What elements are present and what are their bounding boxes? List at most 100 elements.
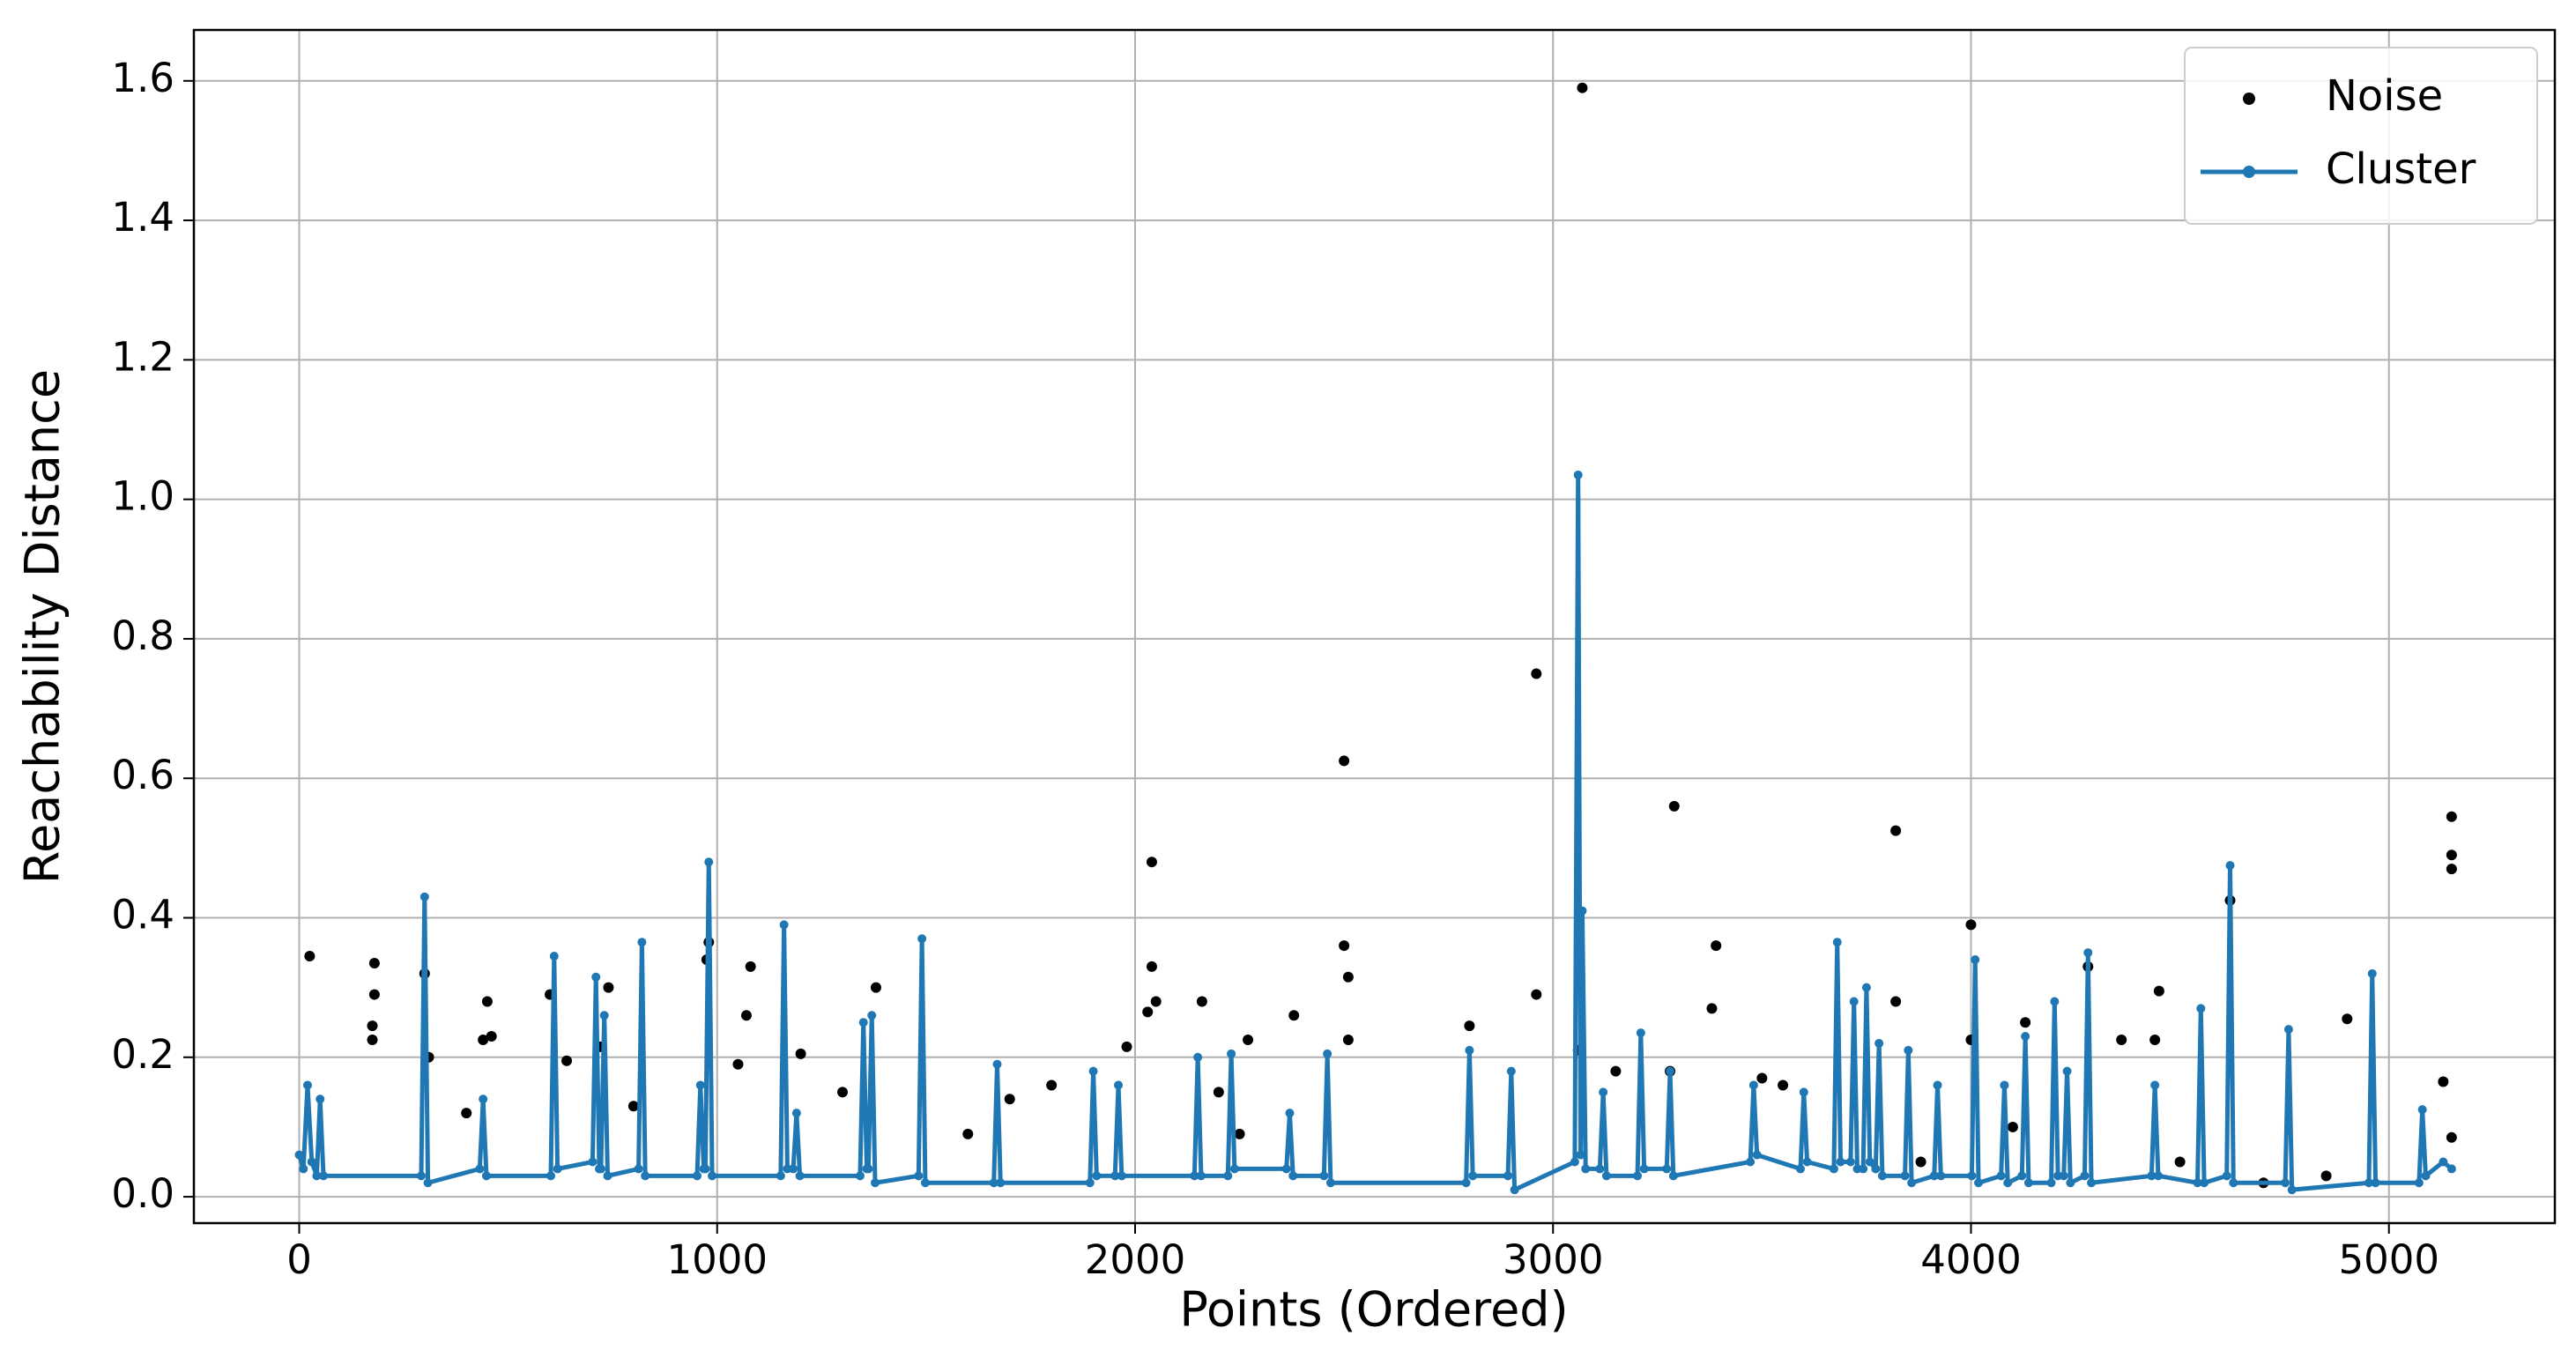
cluster-marker [1573, 470, 1583, 479]
cluster-marker [1190, 1171, 1199, 1181]
noise-point [1288, 1010, 1300, 1021]
noise-point [1531, 668, 1542, 679]
cluster-marker [2225, 861, 2235, 871]
cluster-marker [596, 1164, 605, 1174]
cluster-marker [2283, 1025, 2293, 1035]
cluster-marker [704, 857, 714, 867]
cluster-marker [2000, 1080, 2009, 1090]
noise-point [2007, 1121, 2018, 1132]
cluster-marker [307, 1157, 316, 1167]
cluster-marker [2066, 1178, 2075, 1188]
cluster-marker [599, 1011, 609, 1020]
noise-point [2320, 1170, 2332, 1182]
plot-frame [192, 28, 2557, 1225]
cluster-marker [1748, 1080, 1758, 1090]
cluster-marker [1510, 1185, 1519, 1195]
cluster-marker [2003, 1178, 2013, 1188]
noise-point [2153, 985, 2164, 997]
noise-point [2020, 1017, 2031, 1028]
cluster-marker [2287, 1185, 2297, 1195]
cluster-marker [2153, 1171, 2163, 1181]
cluster-marker [989, 1178, 998, 1188]
cluster-marker [2281, 1178, 2290, 1188]
cluster-marker [776, 1171, 785, 1181]
cluster-marker [2062, 1066, 2072, 1076]
noise-point [1531, 989, 1542, 1000]
noise-point [1150, 996, 1162, 1007]
cluster-marker [1570, 1157, 1579, 1167]
x-tick-label: 0 [286, 1236, 312, 1283]
y-tick-label: 1.0 [111, 473, 174, 520]
cluster-marker [549, 952, 559, 961]
cluster-marker [1323, 1049, 1333, 1058]
noise-point [2438, 1076, 2449, 1087]
noise-point [2446, 849, 2457, 861]
cluster-marker [2367, 968, 2377, 978]
x-axis-label: Points (Ordered) [1179, 1282, 1568, 1338]
cluster-marker [475, 1164, 485, 1174]
noise-point [870, 982, 881, 993]
cluster-marker [479, 1094, 488, 1104]
noise-point [1778, 1079, 1789, 1091]
cluster-marker [1092, 1171, 1102, 1181]
y-tick-label: 1.2 [111, 333, 174, 380]
cluster-marker [708, 1171, 717, 1181]
noise-point [367, 1020, 378, 1032]
cluster-marker [2080, 1171, 2090, 1181]
cluster-marker [1114, 1080, 1124, 1090]
cluster-marker [2147, 1171, 2157, 1181]
noise-point [732, 1058, 744, 1070]
cluster-marker [1861, 983, 1871, 992]
cluster-marker [1196, 1171, 1206, 1181]
cluster-marker [1859, 1164, 1868, 1174]
noise-point [1196, 996, 1207, 1007]
cluster-marker [419, 892, 429, 901]
cluster-marker [2059, 1171, 2068, 1181]
noise-point [368, 957, 380, 968]
noise-point [1756, 1072, 1768, 1084]
cluster-marker [1319, 1171, 1329, 1181]
legend-marker [2243, 166, 2255, 178]
cluster-marker [1461, 1178, 1471, 1188]
noise-point [745, 961, 756, 972]
x-tick-label: 4000 [1920, 1236, 2022, 1283]
cluster-marker [1849, 997, 1859, 1006]
cluster-marker [2083, 948, 2093, 958]
cluster-marker [1506, 1066, 1516, 1076]
cluster-marker [692, 1171, 702, 1181]
cluster-marker [2229, 1178, 2238, 1188]
cluster-marker [2193, 1178, 2202, 1188]
cluster-marker [1666, 1066, 1675, 1076]
cluster-marker [1668, 1171, 1678, 1181]
cluster-marker [1285, 1109, 1295, 1118]
cluster-marker [481, 1171, 491, 1181]
cluster-marker [2222, 1171, 2231, 1181]
cluster-marker [855, 1171, 865, 1181]
cluster-marker [2364, 1178, 2373, 1188]
cluster-marker [2421, 1171, 2431, 1181]
noise-point [1046, 1079, 1058, 1091]
cluster-marker [1599, 1087, 1608, 1097]
cluster-marker [1836, 1157, 1845, 1167]
legend-label: Noise [2326, 71, 2443, 121]
cluster-marker [917, 934, 927, 944]
cluster-marker [2417, 1105, 2427, 1115]
cluster-marker [1229, 1164, 1239, 1174]
noise-point [2149, 1035, 2161, 1046]
cluster-marker [2200, 1178, 2209, 1188]
noise-point [1213, 1087, 1224, 1098]
noise-point [478, 1035, 489, 1046]
cluster-marker [2046, 1178, 2056, 1188]
y-tick-label: 0.0 [111, 1170, 174, 1217]
cluster-marker [1746, 1157, 1756, 1167]
noise-point [2446, 864, 2457, 875]
noise-point [837, 1087, 849, 1098]
cluster-marker [302, 1080, 312, 1090]
cluster-marker [319, 1171, 329, 1181]
legend-marker [2243, 93, 2255, 105]
cluster-marker [312, 1171, 322, 1181]
legend-label: Cluster [2326, 145, 2476, 194]
y-tick-label: 0.4 [111, 892, 174, 938]
cluster-marker [914, 1171, 924, 1181]
cluster-marker [1799, 1087, 1808, 1097]
